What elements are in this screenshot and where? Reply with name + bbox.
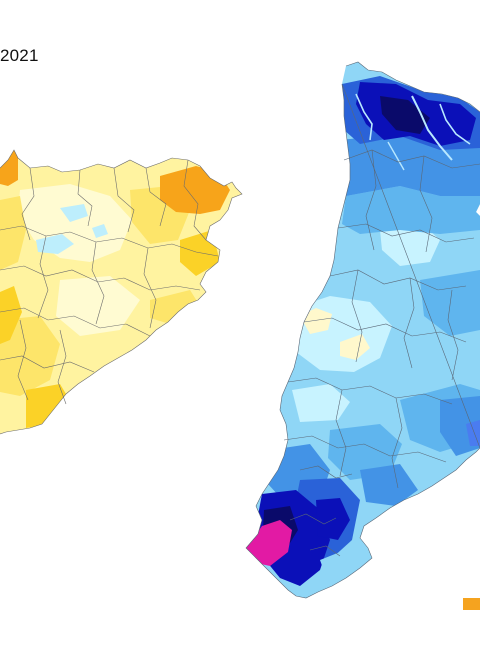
figure-title: 2021	[0, 46, 39, 65]
map-left-boundaries	[0, 149, 243, 435]
map-right-boundaries	[245, 61, 480, 599]
map-left-catalonia	[0, 149, 243, 435]
legend-swatch-orange	[463, 598, 480, 610]
map-right-catalonia	[245, 61, 480, 599]
map-left-anomaly-zones	[0, 150, 230, 428]
map-right-anomaly-zones	[246, 76, 480, 588]
